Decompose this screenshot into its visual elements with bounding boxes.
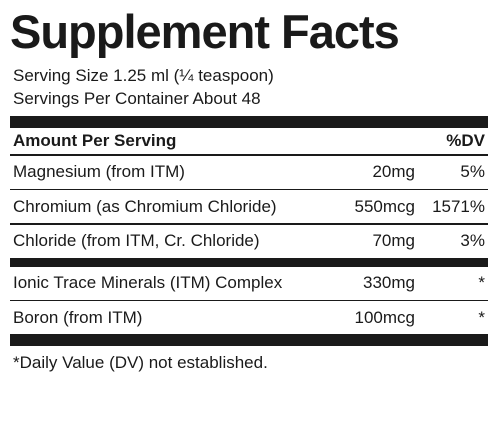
divider-thin <box>10 154 488 156</box>
nutrient-amount: 20mg <box>372 162 415 181</box>
nutrient-amount: 100mcg <box>354 307 415 327</box>
nutrient-dv: 1571% <box>432 196 485 216</box>
footnote-text: *Daily Value (DV) not established. <box>13 352 268 372</box>
serving-size: Serving Size 1.25 ml (¼ teaspoon) <box>13 66 274 85</box>
nutrient-name: Chloride (from ITM, Cr. Chloride) <box>13 231 260 250</box>
nutrient-row-chromium: Chromium (as Chromium Chloride) 550mcg 1… <box>10 190 488 223</box>
header-row: Amount Per Serving %DV <box>10 128 488 154</box>
nutrient-name: Boron (from ITM) <box>13 307 143 327</box>
nutrient-dv: * <box>478 273 485 292</box>
supplement-facts-panel: Supplement Facts Serving Size 1.25 ml (¼… <box>10 2 488 379</box>
divider-thick-bottom <box>10 334 488 346</box>
footnote: *Daily Value (DV) not established. <box>10 346 488 379</box>
nutrient-amount: 550mcg <box>354 196 415 216</box>
nutrient-name: Magnesium (from ITM) <box>13 162 185 181</box>
panel-title: Supplement Facts <box>10 5 400 58</box>
nutrient-amount: 330mg <box>363 273 415 292</box>
divider-thin <box>10 188 488 190</box>
nutrient-row-magnesium: Magnesium (from ITM) 20mg 5% <box>10 156 488 189</box>
nutrient-row-boron: Boron (from ITM) 100mcg * <box>10 301 488 334</box>
divider-thin <box>10 299 488 301</box>
nutrient-row-chloride: Chloride (from ITM, Cr. Chloride) 70mg 3… <box>10 225 488 258</box>
nutrient-dv: * <box>478 307 485 327</box>
nutrient-name: Ionic Trace Minerals (ITM) Complex <box>13 273 283 292</box>
divider-thick-top <box>10 116 488 128</box>
nutrient-dv: 3% <box>460 231 485 250</box>
header-dv: %DV <box>446 131 485 150</box>
divider-medium <box>10 257 488 267</box>
divider-thin <box>10 223 488 225</box>
nutrient-name: Chromium (as Chromium Chloride) <box>13 196 277 216</box>
nutrient-row-itm-complex: Ionic Trace Minerals (ITM) Complex 330mg… <box>10 267 488 300</box>
servings-per-container: Servings Per Container About 48 <box>13 89 261 108</box>
nutrient-dv: 5% <box>460 162 485 181</box>
nutrient-amount: 70mg <box>372 231 415 250</box>
header-amount-per-serving: Amount Per Serving <box>13 131 177 150</box>
